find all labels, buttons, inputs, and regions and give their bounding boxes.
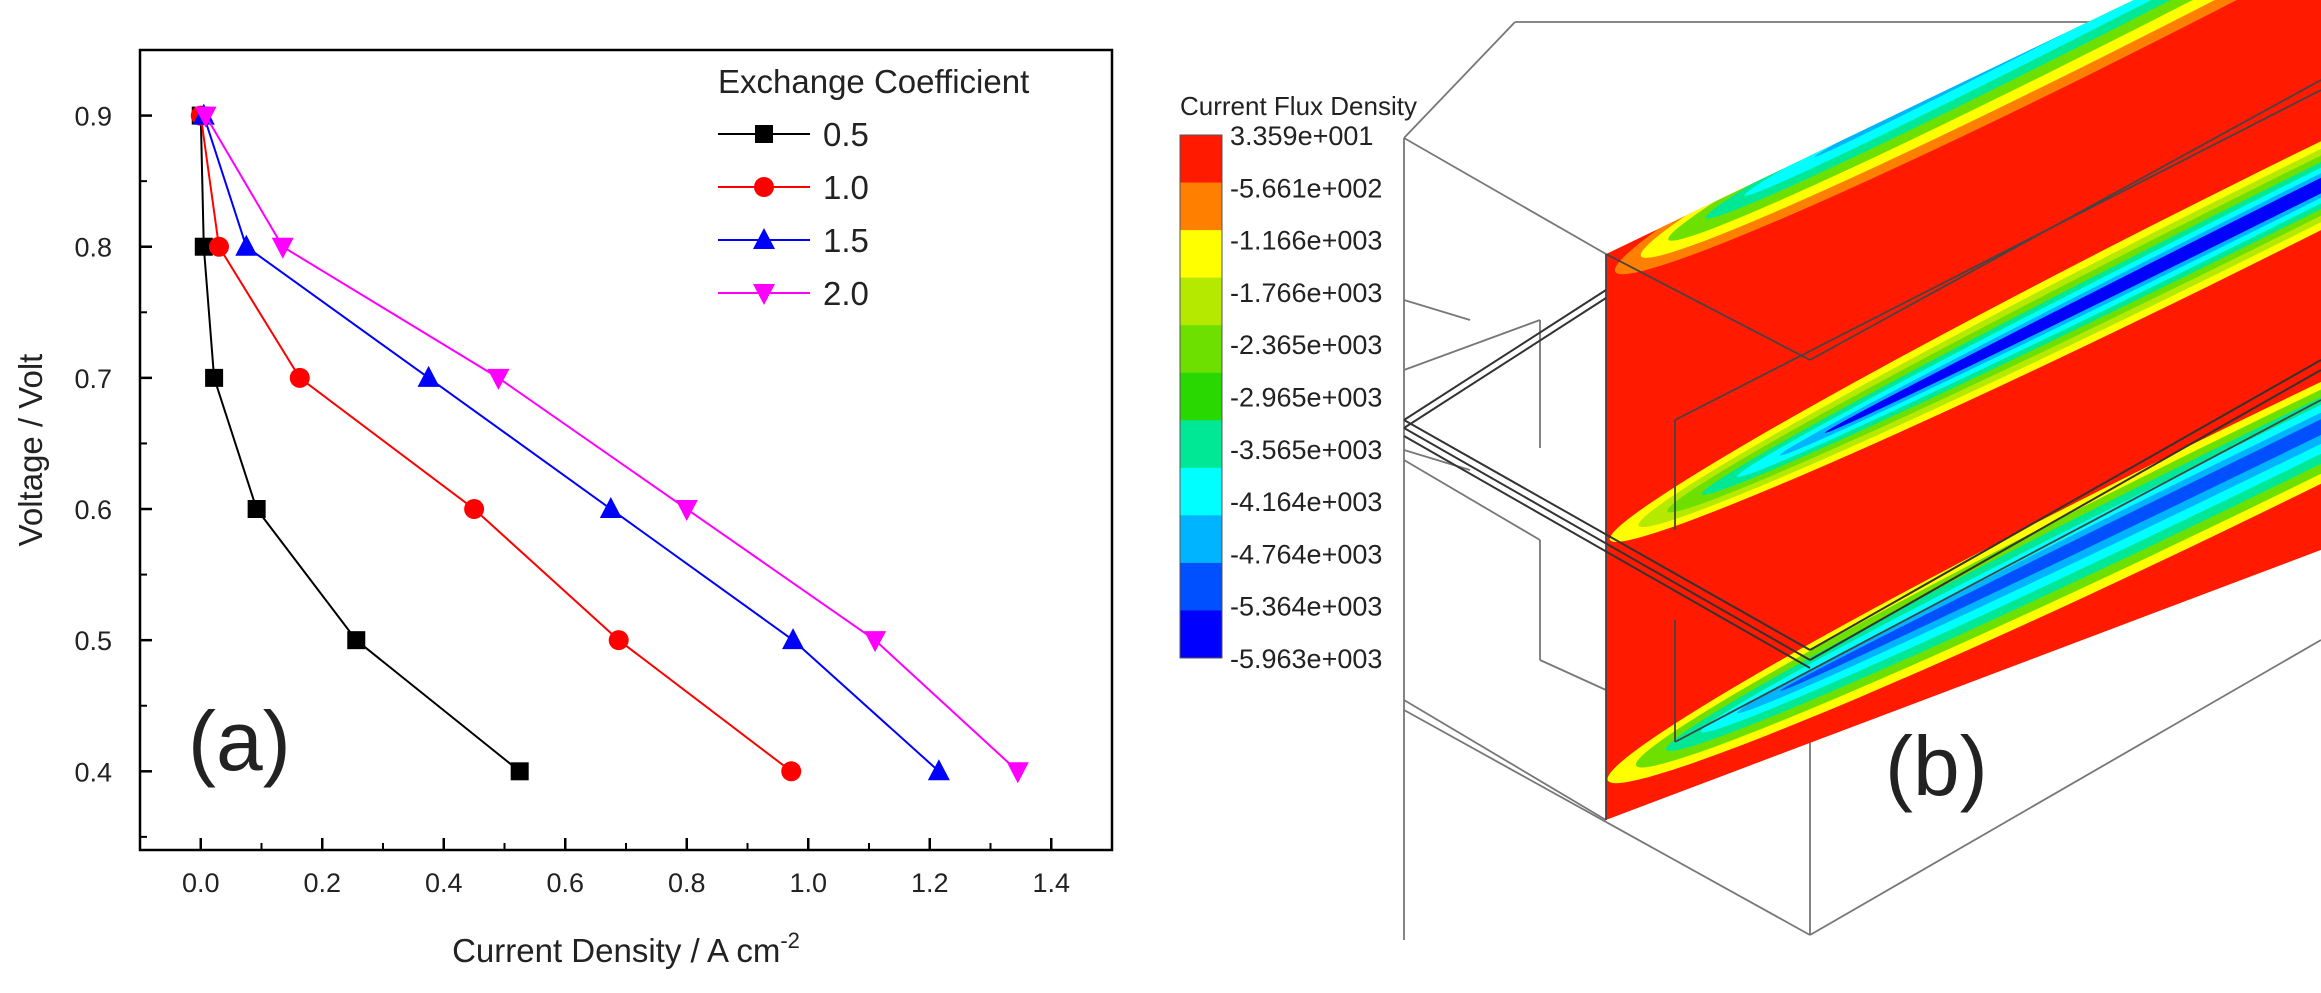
series-line — [202, 115, 940, 773]
lower-channel-contour — [1607, 146, 2321, 784]
x-tick-label: 1.0 — [789, 868, 827, 898]
colorbar-swatch — [1180, 420, 1222, 469]
y-tick-label: 0.7 — [74, 364, 112, 394]
colorbar-swatch — [1180, 325, 1222, 374]
colorbar-swatch — [1180, 467, 1222, 516]
colorbar-label: -3.565e+003 — [1230, 435, 1382, 465]
panel-b-label: (b) — [1885, 719, 1988, 813]
data-point — [289, 367, 310, 388]
legend-title: Exchange Coefficient — [718, 63, 1029, 100]
y-tick-label: 0.6 — [74, 495, 112, 525]
x-tick-label: 0.0 — [182, 868, 220, 898]
series-0.5 — [191, 106, 529, 781]
panel-a-chart: 0.0 0.2 0.4 0.6 0.8 1.0 1.2 1.4 0.4 0.5 0.6 0.7 0.8… — [12, 48, 1114, 969]
data-point — [247, 500, 266, 519]
data-point — [464, 499, 485, 520]
x-axis-ticks: 0.0 0.2 0.4 0.6 0.8 1.0 1.2 1.4 — [139, 838, 1113, 898]
legend-marker — [755, 125, 773, 143]
data-point — [675, 500, 698, 522]
data-point — [208, 236, 229, 257]
series-layer — [190, 103, 1029, 784]
colorbar-label: 3.359e+001 — [1230, 121, 1373, 151]
colorbar-labels: 3.359e+001 -5.661e+002 -1.166e+003 -1.766e+… — [1230, 121, 1382, 674]
series-line — [199, 115, 792, 773]
data-point — [417, 365, 440, 387]
contour-face — [1606, 0, 2321, 820]
series-line — [199, 115, 521, 773]
data-point — [487, 368, 510, 390]
colorbar-label: -2.365e+003 — [1230, 330, 1382, 360]
data-point — [271, 237, 294, 259]
legend-item: 0.5 — [718, 116, 869, 153]
legend-label: 2.0 — [823, 275, 869, 312]
legend-item: 1.5 — [718, 222, 869, 259]
x-tick-label: 0.4 — [425, 868, 463, 898]
colorbar-label: -5.661e+002 — [1230, 173, 1382, 203]
data-point — [927, 759, 950, 781]
data-point — [347, 631, 366, 650]
colorbar-label: -5.963e+003 — [1230, 644, 1382, 674]
colorbar-label: -1.766e+003 — [1230, 278, 1382, 308]
wireframe-front — [1605, 79, 2321, 820]
y-tick-label: 0.5 — [74, 626, 112, 656]
colorbar-swatch — [1180, 515, 1222, 564]
colorbar — [1179, 134, 1223, 659]
x-tick-label: 0.2 — [303, 868, 341, 898]
series-1.0 — [190, 105, 802, 782]
x-tick-label: 1.4 — [1032, 868, 1070, 898]
y-tick-label: 0.4 — [74, 757, 112, 787]
data-point — [205, 368, 224, 387]
legend-label: 1.0 — [823, 169, 869, 206]
series-line — [204, 115, 1019, 773]
panel-b-contour: Current Flux Density 3.359e+001 -5.661e+0… — [1179, 0, 2321, 940]
y-tick-label: 0.8 — [74, 233, 112, 263]
legend-item: 1.0 — [718, 169, 869, 206]
colorbar-label: -4.164e+003 — [1230, 487, 1382, 517]
data-point — [194, 237, 213, 256]
data-point — [599, 497, 622, 519]
legend-label: 1.5 — [823, 222, 869, 259]
data-point — [510, 762, 529, 781]
colorbar-label: -4.764e+003 — [1230, 539, 1382, 569]
colorbar-label: -1.166e+003 — [1230, 226, 1382, 256]
colorbar-swatch — [1180, 372, 1222, 421]
colorbar-frame — [1179, 134, 1223, 659]
x-axis-title: Current Density / A cm-2 — [452, 928, 800, 969]
colorbar-swatch — [1180, 135, 1222, 184]
data-point — [781, 761, 802, 782]
colorbar-swatch — [1180, 182, 1222, 231]
series-2.0 — [194, 106, 1029, 784]
x-tick-label: 0.6 — [546, 868, 584, 898]
x-axis-title-superscript: -2 — [780, 928, 800, 953]
colorbar-title: Current Flux Density — [1180, 91, 1417, 121]
data-point — [608, 630, 629, 651]
colorbar-swatch — [1180, 562, 1222, 611]
colorbar-swatch — [1180, 230, 1222, 279]
data-point — [235, 234, 258, 256]
data-point — [1006, 762, 1029, 784]
middle-channel-contour — [1609, 0, 2321, 542]
colorbar-swatch — [1180, 610, 1222, 659]
legend-marker — [754, 177, 774, 197]
legend-marker — [753, 284, 775, 305]
legend-label: 0.5 — [823, 116, 869, 153]
x-tick-label: 1.2 — [911, 868, 949, 898]
panel-a-label: (a) — [188, 694, 291, 788]
data-point — [782, 628, 805, 650]
y-tick-label: 0.9 — [74, 102, 112, 132]
legend-item: 2.0 — [718, 275, 869, 312]
colorbar-label: -5.364e+003 — [1230, 592, 1382, 622]
legend-marker — [753, 228, 775, 249]
membrane-lines — [1403, 289, 2321, 669]
y-axis-ticks: 0.4 0.5 0.6 0.7 0.8 0.9 — [74, 49, 152, 838]
data-point — [864, 631, 887, 653]
data-point — [194, 106, 217, 128]
colorbar-swatch — [1180, 277, 1222, 326]
y-axis-title: Voltage / Volt — [12, 354, 49, 547]
legend: 0.5 1.0 1.5 2.0 — [718, 116, 869, 312]
colorbar-label: -2.965e+003 — [1230, 383, 1382, 413]
x-tick-label: 0.8 — [668, 868, 706, 898]
